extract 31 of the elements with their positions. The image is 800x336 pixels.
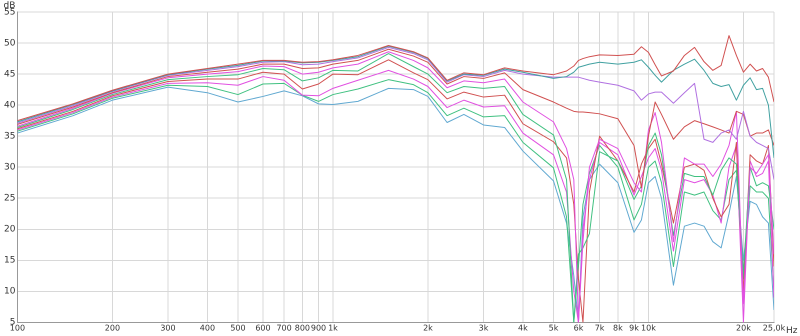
x-tick-label: 800 [294, 323, 310, 332]
x-tick-label: 5k [548, 323, 559, 332]
x-tick-label: 400 [200, 323, 216, 332]
x-tick-label: 700 [276, 323, 292, 332]
y-tick-label: 20 [4, 224, 16, 235]
x-tick-label: 4k [518, 323, 528, 332]
y-tick-label: 35 [4, 132, 16, 142]
x-tick-label: 200 [104, 323, 120, 332]
x-tick-label: 10k [641, 323, 656, 332]
y-tick-label: 30 [4, 162, 16, 173]
y-tick-label: 45 [4, 69, 16, 80]
x-tick-label: 600 [255, 323, 271, 332]
y-tick-label: 50 [4, 38, 16, 48]
x-tick-label: 300 [160, 323, 176, 332]
x-tick-label: 100 [10, 323, 26, 332]
x-tick-label: 8k [613, 323, 624, 332]
x-tick-label: 7k [594, 323, 605, 332]
y-tick-label: 10 [4, 286, 16, 297]
x-axis-title: Hz [786, 326, 798, 336]
x-tick-label: 500 [230, 323, 246, 332]
x-tick-label: 900 [310, 323, 326, 332]
x-tick-label: 25,0k [762, 323, 786, 332]
x-tick-label: 3k [478, 323, 489, 332]
y-tick-label: 25 [4, 194, 16, 204]
x-tick-label: 2k [423, 323, 434, 332]
x-tick-label: 1k [328, 323, 338, 332]
x-tick-label: 6k [574, 323, 584, 332]
y-tick-label: 15 [4, 256, 16, 266]
x-tick-label: 20k [736, 323, 752, 332]
y-tick-label: 40 [4, 100, 16, 110]
x-tick-label: 9k [629, 323, 640, 332]
